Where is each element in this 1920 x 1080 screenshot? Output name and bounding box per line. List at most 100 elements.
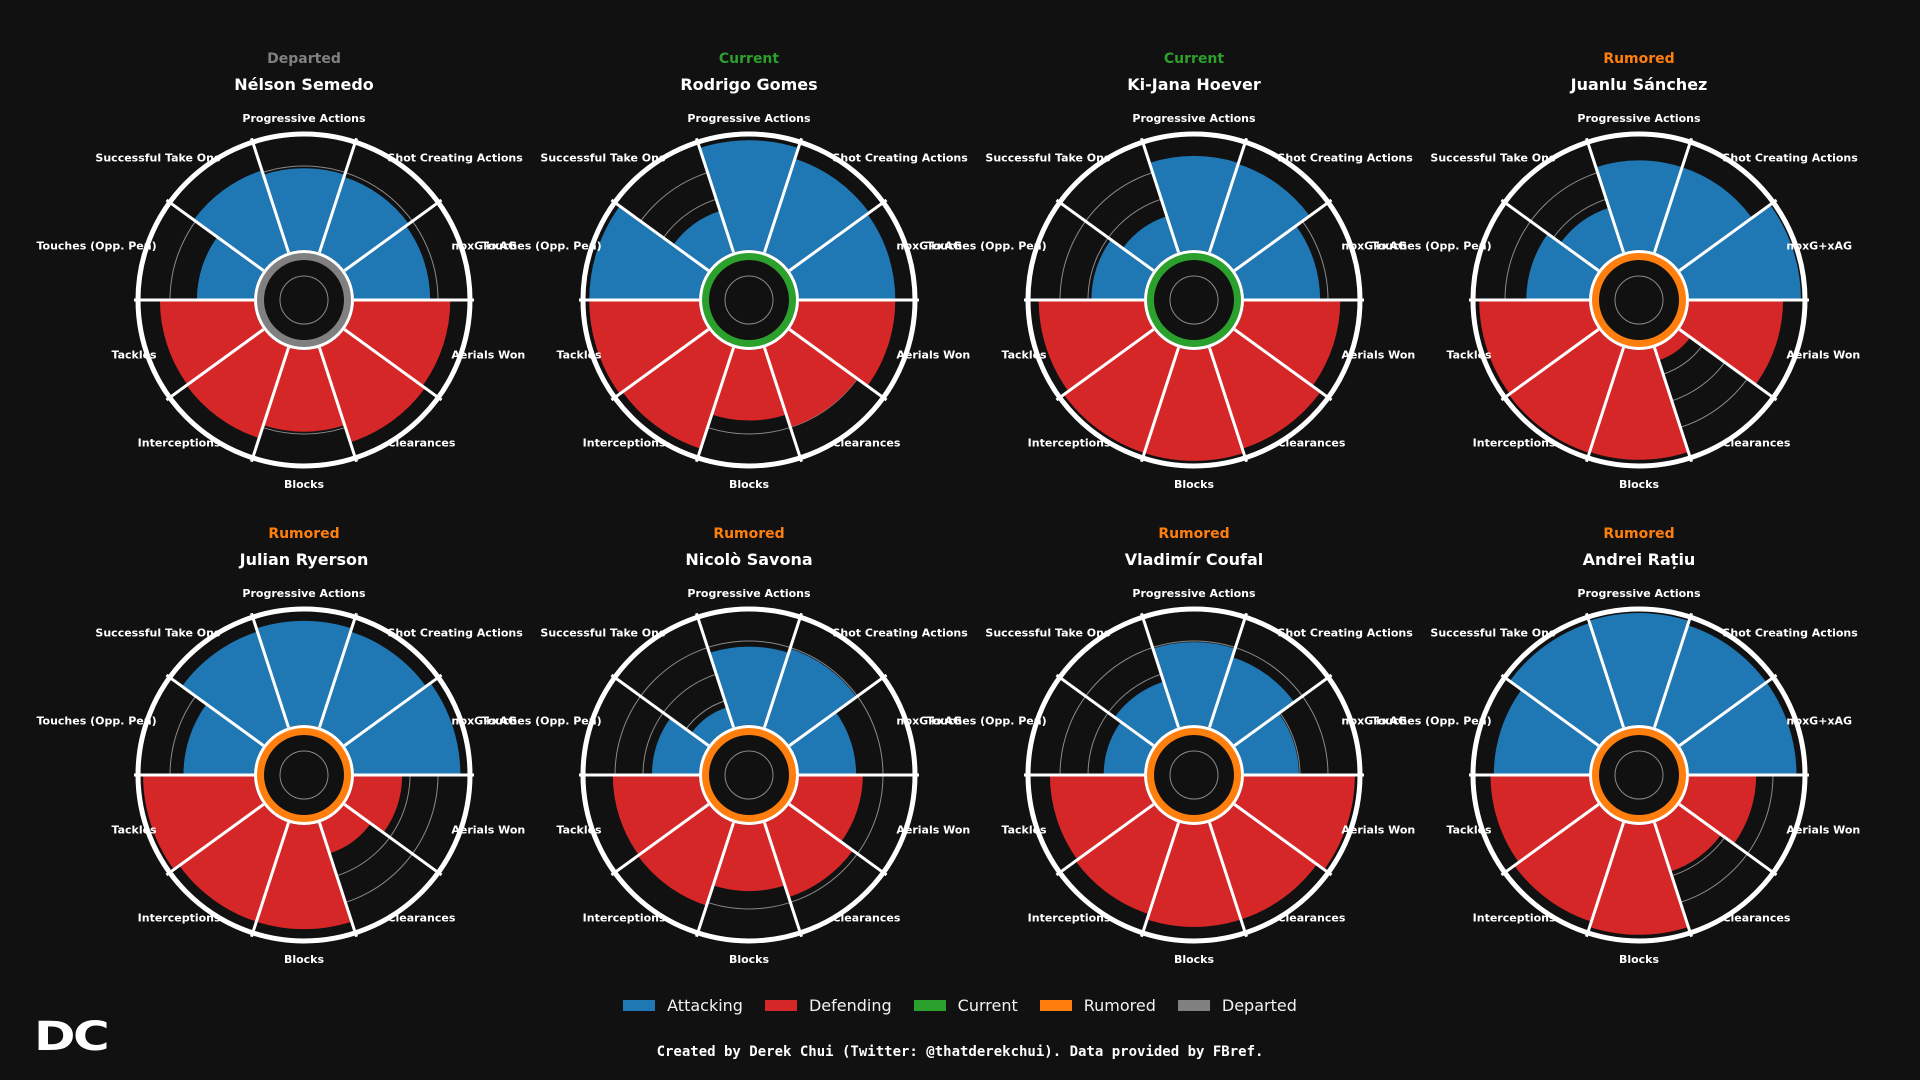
category-label: Touches (Opp. Pen): [481, 240, 601, 253]
spoke-line: [1678, 328, 1778, 402]
spoke-line: [1233, 673, 1333, 747]
bar-blocks: [713, 822, 785, 892]
category-label: Blocks: [1619, 478, 1660, 491]
inner-hole: [709, 260, 789, 340]
player-status: Rumored: [713, 526, 784, 542]
outer-ring: [580, 606, 918, 944]
spoke-line: [1653, 347, 1693, 463]
legend-item-current: Current: [913, 996, 1018, 1015]
spoke-line: [318, 347, 358, 463]
player-name: Juanlu Sánchez: [1570, 75, 1708, 94]
player-name: Vladimír Coufal: [1125, 550, 1264, 569]
category-label: Aerials Won: [896, 823, 970, 836]
legend-swatch-defending: [764, 1000, 797, 1011]
category-label: Blocks: [284, 953, 325, 966]
spoke-line: [1585, 347, 1625, 463]
category-label: Interceptions: [583, 436, 666, 449]
spoke-line: [165, 673, 265, 747]
bar-progressive-actions: [263, 168, 345, 253]
spoke-line: [250, 612, 290, 728]
bar-interceptions: [179, 804, 289, 922]
spoke-line: [318, 137, 358, 253]
category-label: Touches (Opp. Pen): [36, 715, 156, 728]
player-name: Nicolò Savona: [685, 550, 812, 569]
bar-tackles: [159, 300, 264, 385]
bar-npxg-xag: [1679, 204, 1801, 300]
outer-ring: [1470, 606, 1808, 944]
legend: Attacking Defending Current Rumored Depa…: [0, 996, 1920, 1015]
category-label: Clearances: [387, 911, 455, 924]
spoke-line: [1500, 673, 1600, 747]
bar-interceptions: [186, 329, 289, 439]
inner-grid-ring: [1169, 750, 1219, 800]
legend-label-rumored: Rumored: [1083, 996, 1156, 1015]
category-label: Aerials Won: [1786, 823, 1860, 836]
player-status: Current: [719, 51, 780, 67]
category-label: Interceptions: [138, 911, 221, 924]
category-label: Shot Creating Actions: [387, 152, 523, 165]
bar-interceptions: [1063, 329, 1179, 454]
bar-touches-opp-pen: [183, 704, 264, 775]
inner-grid-ring: [279, 275, 329, 325]
bar-progressive-actions: [1152, 642, 1236, 728]
category-label: Blocks: [284, 478, 325, 491]
bar-interceptions: [1075, 804, 1179, 915]
bar-aerials-won: [344, 775, 403, 833]
category-label: Clearances: [832, 436, 900, 449]
spoke-line: [1140, 347, 1180, 463]
inner-grid-ring: [1614, 750, 1664, 800]
bar-npxg-xag: [344, 683, 461, 775]
outer-ring: [1470, 131, 1808, 469]
spoke-line: [1653, 822, 1693, 938]
player-status: Rumored: [1158, 526, 1229, 542]
category-label: Tackles: [1001, 823, 1047, 836]
category-label: Touches (Opp. Pen): [36, 240, 156, 253]
bar-interceptions: [1508, 329, 1624, 454]
dc-logo: DC: [34, 1014, 110, 1060]
bar-progressive-actions: [709, 646, 789, 728]
category-label: Aerials Won: [1786, 348, 1860, 361]
bar-aerials-won: [1679, 300, 1784, 385]
category-label: Successful Take Ons: [540, 152, 666, 165]
outer-ring: [580, 131, 918, 469]
spoke-line: [1653, 612, 1693, 728]
spoke-line: [343, 803, 443, 877]
player-name: Nélson Semedo: [234, 75, 374, 94]
bar-progressive-actions: [1588, 612, 1690, 728]
bar-shot-creating-actions: [1209, 164, 1310, 271]
category-label: Touches (Opp. Pen): [1371, 715, 1491, 728]
category-label: Progressive Actions: [687, 112, 811, 125]
category-label: npxG+xAG: [1786, 715, 1852, 728]
bar-blocks: [1144, 347, 1244, 461]
legend-label-defending: Defending: [808, 996, 892, 1015]
bar-aerials-won: [344, 300, 451, 387]
spoke-line: [1208, 137, 1248, 253]
category-label: Clearances: [387, 436, 455, 449]
bar-touches-opp-pen: [589, 206, 709, 300]
bar-npxg-xag: [344, 225, 431, 300]
category-label: Progressive Actions: [1132, 112, 1256, 125]
bar-npxg-xag: [1234, 713, 1299, 775]
category-label: Progressive Actions: [1577, 587, 1701, 600]
bar-npxg-xag: [789, 213, 896, 300]
radar-nelson-semedo: Departed Nélson Semedo Progressive Actions…: [36, 51, 525, 491]
inner-hole: [1154, 260, 1234, 340]
player-name: Andrei Rațiu: [1583, 550, 1696, 569]
legend-swatch-current: [913, 1000, 946, 1011]
category-label: Shot Creating Actions: [832, 627, 968, 640]
category-label: npxG+xAG: [1341, 715, 1407, 728]
spoke-line: [1585, 612, 1625, 728]
category-label: Tackles: [556, 823, 602, 836]
spoke-line: [1585, 822, 1625, 938]
inner-hole: [1154, 735, 1234, 815]
category-label: Clearances: [1722, 911, 1790, 924]
bar-blocks: [1589, 347, 1689, 460]
category-label: Blocks: [1619, 953, 1660, 966]
inner-hole: [1599, 735, 1679, 815]
inner-hole: [709, 735, 789, 815]
category-label: Shot Creating Actions: [387, 627, 523, 640]
bar-successful-take-ons: [1114, 681, 1179, 746]
inner-hole: [264, 735, 344, 815]
spoke-line: [695, 347, 735, 463]
category-label: Tackles: [1446, 823, 1492, 836]
